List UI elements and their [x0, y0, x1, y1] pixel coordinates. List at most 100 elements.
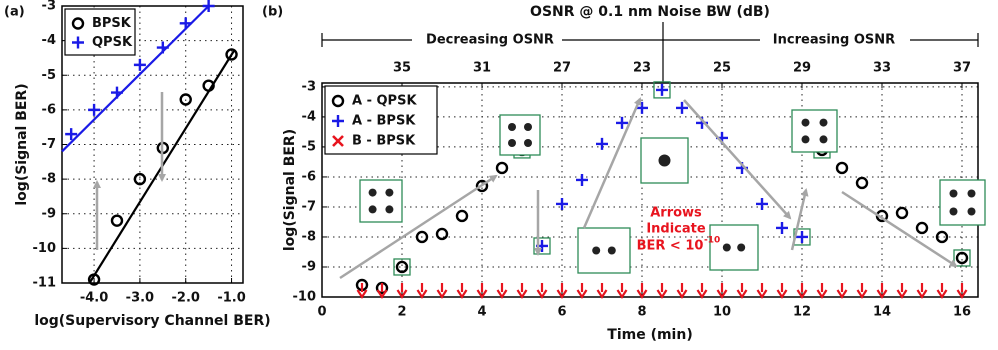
y-tick-label: -9	[42, 206, 56, 221]
legend-label: A - BPSK	[352, 114, 416, 129]
note-line: Arrows	[650, 206, 702, 221]
constellation-cluster	[968, 190, 976, 198]
panel-label: (a)	[4, 5, 25, 20]
legend-label: QPSK	[92, 35, 133, 50]
data-point	[796, 231, 808, 243]
data-point	[776, 222, 788, 234]
constellation-inset	[500, 115, 540, 155]
constellation-cluster	[802, 119, 810, 127]
constellation-cluster	[820, 135, 828, 143]
y-axis-title: log(Signal BER)	[282, 129, 298, 251]
data-point	[438, 283, 447, 297]
y-tick-label: -8	[302, 229, 316, 244]
legend-label: BPSK	[92, 16, 132, 31]
y-tick-label: -11	[33, 276, 57, 291]
data-point	[658, 283, 667, 297]
constellation-cluster	[369, 189, 377, 197]
top-tick-label: 37	[953, 61, 971, 76]
trend-arrow	[684, 100, 790, 218]
data-point	[556, 198, 568, 210]
constellation-cluster	[950, 190, 958, 198]
data-point	[818, 283, 827, 297]
x-axis-title: Time (min)	[607, 327, 692, 343]
top-tick-label: 23	[633, 61, 651, 76]
data-point	[596, 138, 608, 150]
data-point	[458, 283, 467, 297]
y-tick-label: -10	[293, 290, 317, 305]
trend-arrow	[842, 192, 956, 266]
data-point	[917, 223, 927, 233]
constellation-cluster	[737, 244, 745, 252]
data-point	[857, 178, 867, 188]
constellation-cluster	[369, 205, 377, 213]
constellation-cluster	[723, 244, 731, 252]
constellation-cluster	[659, 155, 671, 167]
x-tick-label: -2.0	[172, 291, 200, 306]
top-tick-label: 29	[793, 61, 811, 76]
data-point	[756, 198, 768, 210]
data-point	[437, 229, 447, 239]
y-tick-label: -3	[302, 79, 316, 94]
data-point	[758, 283, 767, 297]
note-line: Indicate	[646, 222, 706, 237]
data-point	[698, 283, 707, 297]
constellation-inset	[940, 180, 985, 225]
constellation-cluster	[608, 247, 616, 255]
constellation-cluster	[592, 247, 600, 255]
data-point	[418, 283, 427, 297]
data-point	[111, 87, 123, 99]
y-tick-label: -7	[302, 199, 316, 214]
top-tick-label: 33	[873, 61, 891, 76]
data-point	[457, 211, 467, 221]
data-point	[838, 283, 847, 297]
legend-label: A - QPSK	[352, 94, 417, 109]
x-tick-label: 0	[317, 305, 326, 320]
constellation-cluster	[968, 208, 976, 216]
y-tick-label: -9	[302, 259, 316, 274]
constellation-inset	[710, 225, 758, 270]
y-tick-label: -5	[42, 68, 56, 83]
data-point	[898, 283, 907, 297]
legend-label: B - BPSK	[352, 134, 416, 149]
data-point	[858, 283, 867, 297]
x-tick-label: 14	[873, 305, 891, 320]
x-tick-label: 6	[557, 305, 566, 320]
constellation-inset	[578, 228, 630, 273]
y-tick-label: -5	[302, 139, 316, 154]
constellation-cluster	[385, 205, 393, 213]
constellation-inset	[360, 180, 402, 222]
data-point	[180, 17, 192, 29]
bracket-label: Increasing OSNR	[773, 33, 895, 48]
data-point	[497, 163, 507, 173]
note-exponent: -10	[704, 236, 720, 246]
x-tick-label: 4	[477, 305, 486, 320]
data-point	[498, 283, 507, 297]
panel-label: (b)	[262, 5, 283, 20]
data-point	[897, 208, 907, 218]
y-tick-label: -7	[42, 137, 56, 152]
x-tick-label: 16	[953, 305, 971, 320]
constellation-inset	[792, 110, 837, 152]
top-tick-label: 31	[473, 61, 491, 76]
data-point	[656, 84, 668, 96]
data-point	[112, 216, 122, 226]
data-point	[518, 283, 527, 297]
y-tick-label: -4	[302, 109, 316, 124]
trend-arrow	[792, 190, 806, 250]
data-point	[616, 117, 628, 129]
data-point	[938, 283, 947, 297]
note-line: BER < 10	[637, 239, 704, 254]
data-point	[738, 283, 747, 297]
x-tick-label: -3.0	[126, 291, 154, 306]
x-tick-label: 12	[793, 305, 811, 320]
data-point	[778, 283, 787, 297]
top-tick-label: 25	[713, 61, 731, 76]
constellation-cluster	[820, 119, 828, 127]
top-tick-label: 27	[553, 61, 571, 76]
y-tick-label: -4	[42, 33, 56, 48]
data-point	[578, 283, 587, 297]
top-tick-label: 35	[393, 61, 411, 76]
data-point	[837, 163, 847, 173]
data-point	[576, 174, 588, 186]
data-point	[678, 283, 687, 297]
